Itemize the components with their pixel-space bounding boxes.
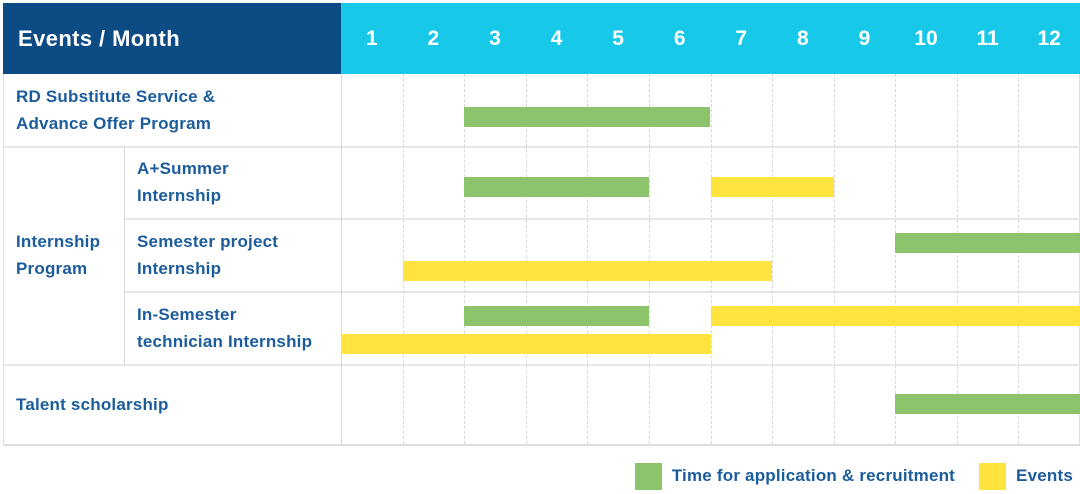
subrow-separator [124,291,1080,293]
group-label-line: Program [16,259,88,278]
month-grid-line-1 [402,74,404,444]
row-label-a-plus-summer: A+Summer Internship [124,146,341,218]
month-grid-line-7 [772,74,774,444]
group-label-line: Internship [16,232,101,251]
month-grid-line-5 [648,74,650,444]
row-group-label-internship-program: Internship Program [3,146,124,364]
bar-rd-substitute-recruitment [464,107,711,127]
row-separator [3,146,1080,148]
month-grid-line-2 [464,74,466,444]
row-separator [3,364,1080,366]
bar-in-semester-technician-event [341,334,711,354]
row-label-line: Semester project [137,231,279,251]
bar-talent-scholarship-recruitment [895,394,1080,414]
month-grid-line-11 [1018,74,1020,444]
bar-semester-project-event [402,261,773,281]
month-grid-line-6 [710,74,712,444]
row-label-talent-scholarship: Talent scholarship [3,364,341,444]
row-label-line: RD Substitute Service & [16,87,216,106]
row-label-line: In-Semester [137,304,237,324]
corner-header: Events / Month [3,3,341,74]
month-grid-line-9 [895,74,897,444]
table-left-border [3,74,4,444]
legend-swatch-event [979,462,1007,490]
month-header-cell-2: 2 [427,26,440,50]
month-header-cell-6: 6 [673,26,686,50]
month-grid-line-8 [833,74,835,444]
month-header-cell-5: 5 [612,26,624,50]
month-grid-line-4 [587,74,589,444]
group-divider [124,146,125,364]
row-label-line: Internship [137,258,222,278]
row-label-line: Internship [137,186,222,205]
table-bottom-border [3,444,1080,446]
bar-in-semester-technician-recruitment [464,306,649,326]
label-grid-divider [341,74,342,444]
month-grid-line-10 [956,74,958,444]
month-grid-line-3 [525,74,527,444]
row-label-in-semester-technician: In-Semester technician Internship [124,291,341,364]
month-header-cell-9: 9 [858,26,871,50]
month-header-cell-4: 4 [550,26,563,50]
row-label-line: Talent scholarship [16,394,169,414]
month-header-row: 1 2 3 4 5 6 7 8 9 10 11 12 [341,3,1080,74]
subrow-separator [124,218,1080,220]
bar-a-plus-summer-recruitment [464,177,649,197]
bar-a-plus-summer-event [710,177,834,197]
month-header-cell-7: 7 [735,26,748,50]
month-header-cell-11: 11 [976,26,999,50]
month-header-cell-10: 10 [914,26,938,50]
row-label-rd-substitute: RD Substitute Service & Advance Offer Pro… [3,74,341,146]
row-label-line: A+Summer [137,159,229,178]
row-label-line: technician Internship [137,331,313,351]
legend-label-event: Events [1016,466,1073,485]
row-label-line: Advance Offer Program [16,114,212,133]
month-header-cell-3: 3 [489,26,501,50]
row-label-semester-project: Semester project Internship [124,218,341,291]
month-header-cell-8: 8 [796,26,809,50]
bar-in-semester-technician-event [710,306,1080,326]
month-header-cell-12: 12 [1037,26,1061,50]
legend: Time for application & recruitment Events [634,462,1073,490]
month-header-cell-1: 1 [365,26,378,50]
gantt-table: Events / Month 1 2 3 4 5 6 7 8 9 10 11 12 Internshi… [3,3,1080,446]
legend-swatch-recruitment [634,462,662,490]
bar-semester-project-recruitment [895,233,1080,253]
legend-label-recruitment: Time for application & recruitment [671,466,956,485]
